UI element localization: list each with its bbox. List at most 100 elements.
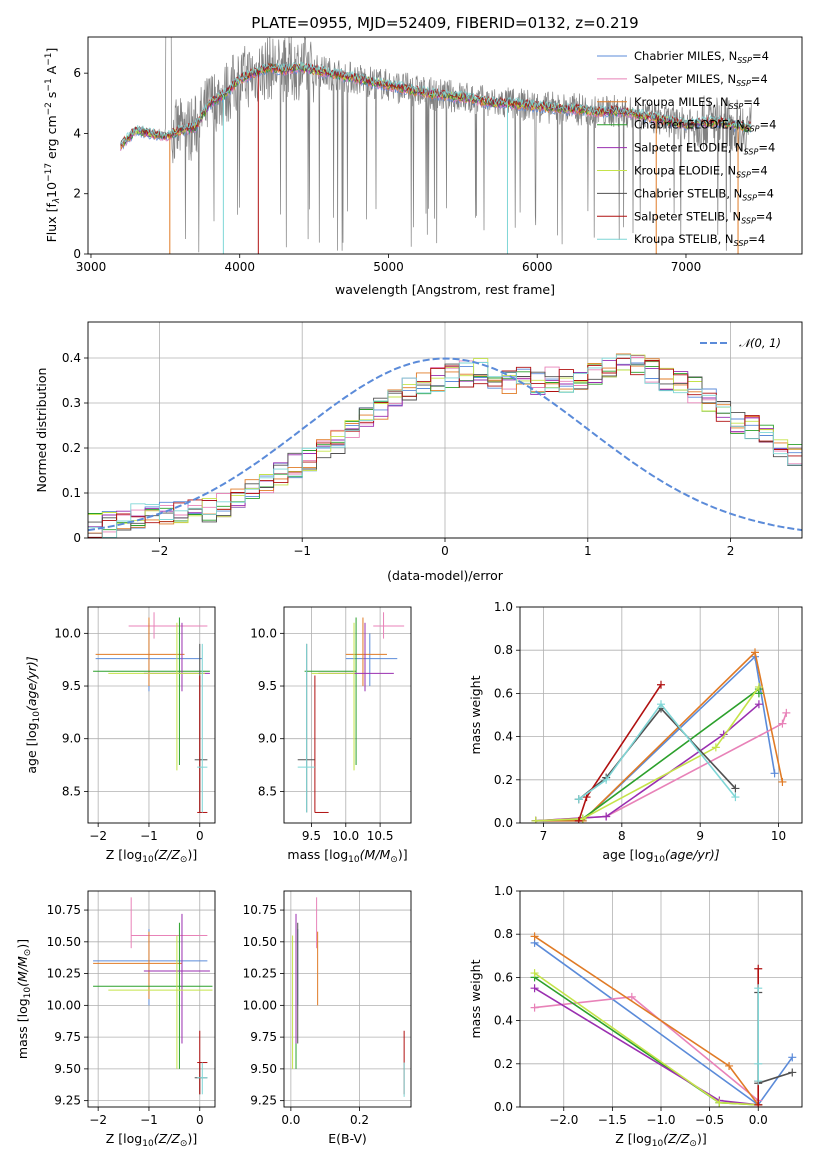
y-tick-label: 0 (73, 531, 81, 545)
x-tick-label: −1.5 (598, 1113, 627, 1127)
age-vs-mass-xlabel: mass [log10(M/M⊙)] (287, 847, 407, 865)
x-tick-label: −2 (151, 544, 169, 558)
y-tick-label: 9.75 (250, 1030, 277, 1044)
axes-frame (283, 606, 412, 824)
axes-spectrum: 3000 4000 5000 6000 7000 0 2 4 6 (73, 36, 803, 274)
y-tick-label: 10.50 (243, 935, 277, 949)
x-tick-label: 3000 (76, 260, 107, 274)
series-marker-kroupa_miles (530, 932, 539, 941)
axes-frame (283, 890, 412, 1108)
x-tick-label: −2 (89, 1113, 107, 1127)
x-tick-label: −2 (89, 829, 107, 843)
series-line-chabrier_miles (535, 655, 776, 822)
y-tick-label: 0.2 (494, 773, 513, 787)
weight-vs-Z-xlabel: Z [log10(Z/Z⊙)] (615, 1131, 706, 1149)
y-tick-label: 0.8 (494, 927, 513, 941)
age-vs-Z-xlabel: Z [log10(Z/Z⊙)] (106, 847, 197, 865)
plot-area-spectrum (120, 37, 752, 254)
axes-frame (87, 36, 803, 255)
histogram-kroupa_stelib (88, 354, 802, 538)
series-line-chabrier_stelib (757, 992, 793, 1085)
plot-area-weight_vs_age (531, 648, 791, 823)
y-tick-label: 0.4 (62, 351, 81, 365)
residual-xlabel: (data-model)/error (387, 568, 504, 583)
residual-legend: 𝒩(0, 1) (700, 336, 781, 350)
y-tick-label: 9.75 (54, 1030, 81, 1044)
spectrum-title: PLATE=0955, MJD=52409, FIBERID=0132, z=0… (251, 14, 638, 32)
weight-vs-age-xlabel: age [log10(age/yr)] (602, 847, 719, 865)
series-marker-kroupa_elodie (530, 969, 539, 978)
mass-weight-ylabel-weight_vs_age: mass weight (468, 675, 483, 754)
mass-weight-ylabel-weight_vs_Z: mass weight (468, 959, 483, 1038)
model-spectrum-kroupa_stelib (120, 61, 752, 146)
axes-weight_vs_Z: −2.0 −1.5 −1.0 −0.5 0.0 0.0 0.2 0.4 0.6 0.8 1.0 Z [… (494, 884, 803, 1149)
series-line-salpeter_elodie (535, 703, 760, 822)
series-line-kroupa_elodie (535, 686, 760, 822)
plot-area-age_vs_mass (297, 612, 405, 813)
y-tick-label: 0.6 (494, 686, 513, 700)
legend-label-salpeter_elodie: Salpeter ELODIE, NSSP=4 (634, 141, 775, 157)
series-marker-chabrier_stelib (788, 1068, 797, 1077)
legend-label-chabrier_stelib: Chabrier STELIB, NSSP=4 (634, 186, 774, 202)
y-tick-label: 0.4 (494, 730, 513, 744)
x-tick-label: 10.5 (367, 829, 394, 843)
series-marker-kroupa_stelib (754, 1077, 763, 1086)
y-tick-label: 10.25 (47, 967, 81, 981)
plot-area-residuals (88, 353, 802, 538)
plot-area-mass_vs_Z (93, 897, 213, 1095)
x-tick-label: −2.0 (549, 1113, 578, 1127)
y-tick-label: 10.75 (47, 903, 81, 917)
x-tick-label: −1 (140, 829, 158, 843)
series-line-salpeter_elodie (534, 987, 759, 1106)
legend-label-chabrier_elodie: Chabrier ELODIE, NSSP=4 (634, 118, 776, 134)
histogram-salpeter_elodie (88, 355, 802, 528)
legend-label-kroupa_elodie: Kroupa ELODIE, NSSP=4 (634, 164, 768, 180)
y-tick-label: 9.0 (258, 732, 277, 746)
y-tick-label: 10.0 (250, 626, 277, 640)
series-line-salpeter_miles (534, 995, 759, 1102)
series-marker-kroupa_miles (778, 777, 787, 786)
x-tick-label: 1 (584, 544, 592, 558)
x-tick-label: 0.0 (749, 1113, 768, 1127)
series-marker-kroupa_stelib (754, 984, 763, 993)
series-marker-kroupa_elodie (711, 743, 720, 752)
series-marker-kroupa_stelib (657, 700, 665, 709)
spectrum-legend: Chabrier MILES, NSSP=4 Salpeter MILES, NS… (597, 49, 776, 248)
legend-label-kroupa_stelib: Kroupa STELIB, NSSP=4 (634, 232, 765, 248)
series-marker-salpeter_stelib (754, 1100, 763, 1107)
axes-frame (87, 321, 803, 539)
x-tick-label: −1 (293, 544, 311, 558)
spectrum-xlabel: wavelength [Angstrom, rest frame] (335, 282, 555, 297)
model-spectrum-chabrier_stelib (120, 62, 752, 146)
series-marker-chabrier_miles (788, 1053, 797, 1062)
y-tick-label: 10.0 (54, 626, 81, 640)
plot-area-weight_vs_Z (530, 932, 797, 1107)
series-line-chabrier_stelib (578, 707, 736, 800)
axes-mass_vs_ebv: 0.0 0.2 9.25 9.50 9.75 10.00 10.25 10.50 10.75 (243, 890, 412, 1127)
y-tick-label: 0.2 (494, 1057, 513, 1071)
y-tick-label: 0.2 (62, 441, 81, 455)
residual-ylabel: Normed distribution (34, 368, 49, 493)
axes-age_vs_Z: −2 −1 0 8.5 9.0 9.5 10.0 Z [log10(Z/Z⊙)] (54, 606, 216, 865)
legend-label-normal: 𝒩(0, 1) (739, 336, 781, 350)
series-marker-kroupa_stelib (754, 1059, 763, 1068)
model-spectrum-kroupa_elodie (120, 62, 752, 148)
x-tick-label: −1.0 (646, 1113, 675, 1127)
series-marker-kroupa_elodie (754, 682, 763, 691)
plot-area-age_vs_Z (93, 612, 210, 813)
series-line-kroupa_miles (535, 650, 784, 822)
legend-label-kroupa_miles: Kroupa MILES, NSSP=4 (634, 95, 760, 111)
series-marker-salpeter_miles (530, 1003, 539, 1012)
axes-frame (519, 606, 803, 824)
series-line-kroupa_stelib (578, 702, 737, 800)
y-tick-label: 4 (73, 126, 81, 140)
y-tick-label: 9.25 (54, 1094, 81, 1108)
x-tick-label: 6000 (522, 260, 553, 274)
x-tick-label: 0.2 (350, 1113, 369, 1127)
axes-frame (87, 606, 216, 824)
axes-residuals: −2 −1 0 1 2 0 0.1 0.2 0.3 0.4 (62, 321, 803, 558)
y-tick-label: 6 (73, 66, 81, 80)
y-tick-label: 0.4 (494, 1014, 513, 1028)
x-tick-label: 9 (696, 829, 704, 843)
